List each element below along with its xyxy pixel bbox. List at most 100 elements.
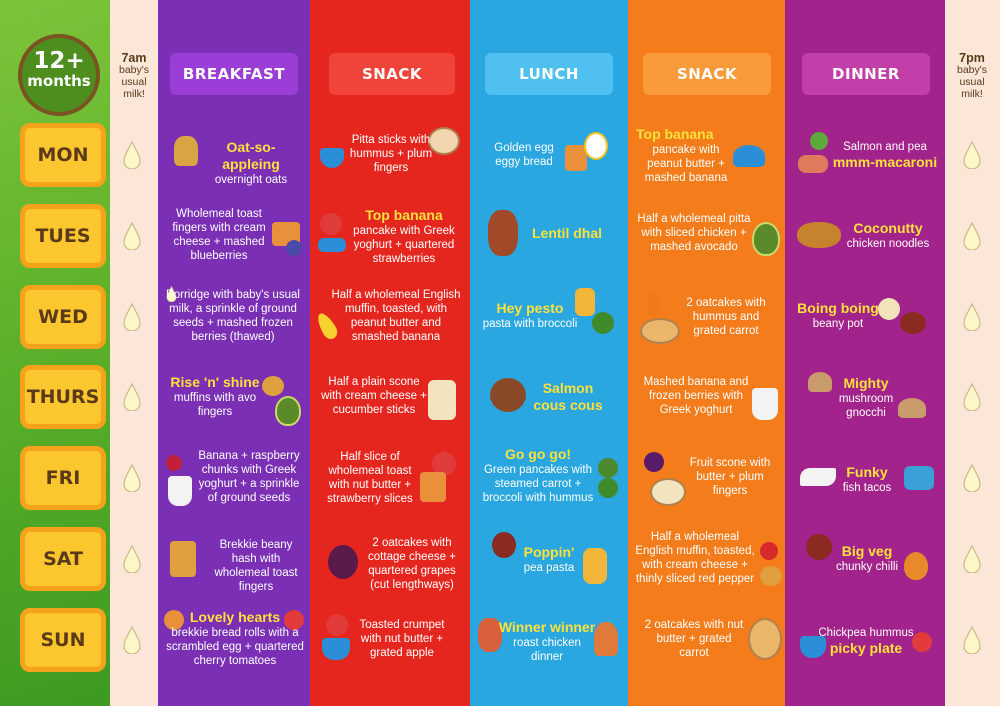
fri-dinner: Funky fish tacos bbox=[832, 464, 902, 495]
day-sat: SAT bbox=[20, 527, 106, 591]
meal-title: Lentil dhal bbox=[532, 225, 602, 241]
milk-drop-icon bbox=[123, 626, 141, 654]
plum-icon bbox=[644, 452, 664, 472]
muffin-icon bbox=[760, 566, 782, 586]
crumpet-bowl-icon bbox=[322, 638, 350, 660]
breakfast-column bbox=[158, 0, 310, 706]
age-badge-label: months bbox=[27, 72, 91, 90]
peas-icon bbox=[810, 132, 828, 150]
raspberry-icon bbox=[166, 455, 182, 471]
morning-milk-text: baby's usual milk! bbox=[118, 64, 150, 100]
thurs-lunch: Salmon cous cous bbox=[530, 380, 606, 414]
lentils-icon bbox=[488, 210, 518, 256]
toast-fingers-icon bbox=[170, 541, 196, 577]
yoghurt-pot-icon bbox=[752, 388, 778, 420]
evening-milk-column bbox=[945, 0, 1000, 706]
avocado-icon bbox=[752, 222, 780, 256]
meal-title: Salmon cous cous bbox=[533, 380, 603, 413]
meal-text: roast chicken dinner bbox=[513, 637, 581, 663]
tues-dinner: Coconutty chicken noodles bbox=[840, 220, 936, 251]
mon-lunch: Golden egg eggy bread bbox=[482, 141, 566, 169]
meal-text: Toasted crumpet with nut butter + grated… bbox=[359, 619, 445, 659]
meal-text: 2 oatcakes with cottage cheese + quarter… bbox=[368, 537, 456, 591]
pasta-icon bbox=[575, 288, 595, 316]
meal-title: Mighty bbox=[843, 375, 889, 391]
meal-title: Go go go! bbox=[504, 446, 572, 462]
peas-icon bbox=[492, 532, 516, 558]
dinner-column bbox=[785, 0, 945, 706]
broccoli-icon bbox=[598, 478, 618, 498]
meal-text: brekkie bread rolls with a scrambled egg… bbox=[166, 627, 304, 667]
meal-text: Salmon and pea bbox=[843, 141, 927, 153]
thurs-dinner: Mighty mushroom gnocchi bbox=[830, 375, 902, 420]
beans-icon bbox=[806, 534, 832, 560]
salmon-icon bbox=[798, 155, 828, 173]
meal-text: 2 oatcakes with hummus and grated carrot bbox=[686, 297, 766, 337]
morning-milk-note: 7am baby's usual milk! bbox=[112, 52, 156, 100]
fri-lunch: Go go go! Green pancakes with steamed ca… bbox=[478, 446, 598, 505]
mon-breakfast: Oat-so-appleing overnight oats bbox=[200, 139, 302, 187]
meal-text: mushroom gnocchi bbox=[838, 393, 894, 419]
milk-drop-icon bbox=[963, 222, 981, 250]
sun-breakfast: Lovely hearts brekkie bread rolls with a… bbox=[160, 609, 310, 668]
beans-icon bbox=[878, 298, 900, 320]
milk-drop-icon bbox=[963, 383, 981, 411]
mon-snack2: Top banana pancake with peanut butter + … bbox=[636, 126, 736, 185]
hummus-bowl-icon bbox=[320, 148, 344, 168]
meal-title: Winner winner bbox=[498, 619, 596, 635]
meal-text: muffins with avo fingers bbox=[173, 392, 257, 418]
evening-milk-text: baby's usual milk! bbox=[956, 64, 988, 100]
muffin-icon bbox=[262, 376, 284, 396]
meal-text: Porridge with baby's usual milk, a sprin… bbox=[166, 289, 300, 343]
milk-drop-icon bbox=[963, 141, 981, 169]
mushroom-icon bbox=[808, 372, 832, 392]
meal-text: pancake with peanut butter + mashed bana… bbox=[644, 144, 728, 184]
sun-lunch: Winner winner roast chicken dinner bbox=[498, 619, 596, 664]
tomato-icon bbox=[284, 610, 304, 630]
age-badge-number: 12+ bbox=[33, 48, 85, 74]
day-fri: FRI bbox=[20, 446, 106, 510]
noodles-icon bbox=[797, 222, 841, 248]
meal-text: fish tacos bbox=[842, 482, 892, 494]
wed-lunch: Hey pesto pasta with broccoli bbox=[478, 300, 582, 331]
tues-snack1: Top banana pancake with Greek yoghurt + … bbox=[344, 207, 464, 266]
meal-text: Half a wholemeal English muffin, toasted… bbox=[635, 531, 755, 585]
meal-text: Brekkie beany hash with wholemeal toast … bbox=[214, 539, 298, 593]
meal-title: Top banana bbox=[365, 207, 443, 223]
strawberry-icon bbox=[320, 213, 342, 235]
beany-pot-icon bbox=[900, 312, 926, 334]
meal-text: overnight oats bbox=[214, 174, 288, 186]
meal-text: Banana + raspberry chunks with Greek yog… bbox=[198, 450, 300, 504]
meal-text: Half a wholemeal English muffin, toasted… bbox=[331, 289, 461, 343]
carrot-icon bbox=[648, 292, 660, 316]
oatcake-icon bbox=[748, 618, 782, 660]
grapes-icon bbox=[328, 545, 358, 579]
sun-dinner: Chickpea hummus picky plate bbox=[818, 626, 914, 657]
meal-title: Hey pesto bbox=[496, 300, 564, 316]
meal-title: Oat-so-appleing bbox=[222, 139, 280, 172]
day-mon: MON bbox=[20, 123, 106, 187]
thurs-snack2: Mashed banana and frozen berries with Gr… bbox=[638, 375, 754, 417]
meal-text: Mashed banana and frozen berries with Gr… bbox=[643, 376, 749, 416]
hummus-bowl-icon bbox=[800, 636, 826, 658]
lunch-column bbox=[470, 0, 628, 706]
meal-title: Top banana bbox=[636, 126, 714, 142]
snack2-column bbox=[628, 0, 785, 706]
sweet-potato-icon bbox=[478, 618, 502, 652]
meal-text: Half slice of wholemeal toast with nut b… bbox=[327, 451, 413, 505]
sun-snack2: 2 oatcakes with nut butter + grated carr… bbox=[644, 618, 744, 660]
milk-drop-icon bbox=[123, 464, 141, 492]
sat-lunch: Poppin' pea pasta bbox=[518, 544, 580, 575]
header-lunch: LUNCH bbox=[485, 53, 613, 95]
meal-text: chunky chilli bbox=[836, 561, 898, 573]
mon-snack1: Pitta sticks with hummus + plum fingers bbox=[345, 133, 437, 175]
milk-drop-icon bbox=[963, 626, 981, 654]
pitta-icon bbox=[428, 127, 460, 155]
egg-icon bbox=[584, 132, 608, 160]
day-wed: WED bbox=[20, 285, 106, 349]
gnocchi-icon bbox=[898, 398, 926, 418]
milk-drop-icon bbox=[123, 303, 141, 331]
day-thurs: THURS bbox=[20, 365, 106, 429]
avocado-icon bbox=[275, 396, 301, 426]
scone-icon bbox=[428, 380, 456, 420]
